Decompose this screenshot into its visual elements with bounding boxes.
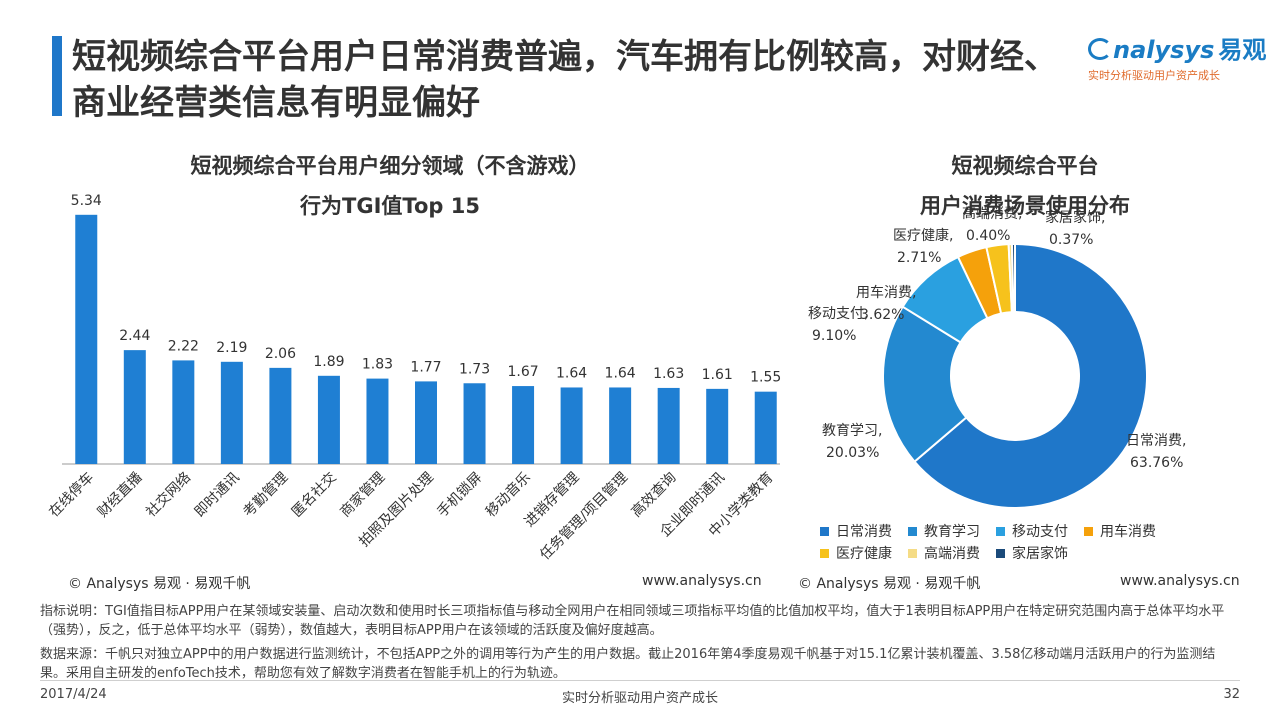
- bar-value-label: 1.64: [556, 365, 587, 381]
- donut-slice-name: 日常消费,: [1126, 433, 1186, 449]
- donut-slice-2: [882, 305, 968, 464]
- legend-item: 日常消费: [820, 520, 892, 542]
- logo-slogan: 实时分析驱动用户资产成长: [1088, 69, 1220, 82]
- legend-item: 教育学习: [908, 520, 980, 542]
- donut-slice-value: 63.76%: [1130, 455, 1183, 471]
- indicator-note: 指标说明：TGI值指目标APP用户在某领域安装量、启动次数和使用时长三项指标值与…: [40, 604, 1225, 638]
- bar-value-label: 2.19: [216, 340, 247, 356]
- donut-slice-name: 高端消费,: [962, 205, 1022, 222]
- legend-item: 家居家饰: [996, 542, 1068, 564]
- bar-value-label: 2.22: [168, 338, 199, 354]
- legend-label: 家居家饰: [1012, 546, 1068, 562]
- legend-label: 移动支付: [1012, 524, 1068, 540]
- donut-slice-value: 0.40%: [966, 228, 1010, 244]
- bar-value-label: 1.73: [459, 361, 490, 377]
- left-url: www.analysys.cn: [642, 573, 762, 589]
- legend-swatch: [1084, 526, 1093, 536]
- bar-chart-title-line2: 行为TGI值Top 15: [300, 194, 480, 218]
- logo-swoosh-icon: [1088, 38, 1112, 60]
- bar-value-label: 1.83: [362, 357, 393, 373]
- logo-cn: 易观: [1218, 36, 1267, 64]
- legend-swatch: [996, 548, 1005, 558]
- legend-item: 用车消费: [1084, 520, 1156, 542]
- donut-slice-value: 3.62%: [860, 307, 904, 323]
- footer-divider: [40, 680, 1240, 681]
- bar-value-label: 1.63: [653, 366, 684, 382]
- title-accent-bar: [52, 36, 62, 116]
- data-source-note: 数据来源：千帆只对独立APP中的用户数据进行监测统计，不包括APP之外的调用等行…: [40, 647, 1216, 681]
- legend-label: 教育学习: [924, 524, 980, 540]
- bar-value-label: 1.61: [702, 367, 733, 383]
- bar-1: [75, 214, 98, 464]
- bar-value-label: 2.44: [119, 328, 150, 344]
- legend-swatch: [996, 526, 1005, 536]
- bar-5: [269, 367, 292, 464]
- footer-date: 2017/4/24: [40, 687, 107, 702]
- bar-chart-title-line1: 短视频综合平台用户细分领域（不含游戏）: [190, 154, 590, 178]
- legend-item: 高端消费: [908, 542, 980, 564]
- donut-slice-name: 家居家饰,: [1045, 209, 1105, 226]
- donut-slice-1: [913, 242, 1148, 509]
- bar-value-label: 1.77: [410, 359, 441, 375]
- donut-chart-title-line2: 用户消费场景使用分布: [920, 194, 1130, 218]
- legend-item: 医疗健康: [820, 542, 892, 564]
- donut-slice-name: 用车消费,: [856, 284, 916, 301]
- bar-value-label: 2.06: [265, 346, 296, 362]
- bar-value-label: 5.34: [71, 193, 102, 209]
- donut-slice-7: [1010, 242, 1016, 314]
- donut-chart-title-line1: 短视频综合平台: [951, 154, 1099, 178]
- donut-legend: 日常消费 教育学习 移动支付 用车消费医疗健康 高端消费 家居家饰: [820, 520, 1260, 564]
- bar-value-label: 1.55: [750, 370, 781, 386]
- donut-slice-value: 2.71%: [897, 250, 941, 266]
- donut-slice-value: 9.10%: [812, 328, 856, 344]
- bar-value-label: 1.67: [507, 364, 538, 380]
- right-url: www.analysys.cn: [1120, 573, 1240, 589]
- donut-slice-name: 移动支付,: [808, 306, 868, 322]
- logo-text: nalysys: [1113, 36, 1215, 64]
- legend-swatch: [820, 526, 829, 536]
- logo-main: nalysys 易观: [1088, 30, 1266, 65]
- bar-12: [609, 387, 632, 464]
- donut-slice-name: 教育学习,: [822, 423, 882, 439]
- legend-swatch: [908, 548, 917, 558]
- legend-label: 日常消费: [836, 524, 892, 540]
- bar-chart-title: 短视频综合平台用户细分领域（不含游戏） 行为TGI值Top 15: [110, 146, 670, 226]
- donut-chart-title: 短视频综合平台 用户消费场景使用分布: [860, 146, 1190, 226]
- page-title: 短视频综合平台用户日常消费普遍，汽车拥有比例较高，对财经、商业经营类信息有明显偏…: [72, 37, 1058, 123]
- bar-8: [415, 381, 437, 464]
- bar-6: [317, 375, 340, 464]
- bar-15: [754, 391, 777, 464]
- right-copyright: © Analysys 易观 · 易观千帆: [798, 576, 981, 592]
- bar-2: [123, 350, 146, 464]
- bar-3: [172, 360, 195, 464]
- donut-slice-name: 医疗健康,: [893, 227, 953, 244]
- bar-7: [366, 378, 389, 464]
- legend-item: 移动支付: [996, 520, 1068, 542]
- bar-9: [463, 383, 486, 464]
- left-copyright: © Analysys 易观 · 易观千帆: [68, 576, 251, 592]
- donut-slice-value: 20.03%: [826, 445, 879, 461]
- bar-10: [512, 386, 535, 464]
- bar-value-label: 1.64: [605, 365, 636, 381]
- analysys-logo: nalysys 易观 实时分析驱动用户资产成长: [1088, 30, 1266, 82]
- bar-value-label: 1.89: [313, 354, 344, 370]
- footer-slogan: 实时分析驱动用户资产成长: [561, 691, 718, 706]
- legend-swatch: [908, 526, 917, 536]
- bar-13: [657, 387, 680, 464]
- legend-label: 用车消费: [1100, 524, 1156, 540]
- legend-label: 高端消费: [924, 546, 980, 562]
- bar-11: [560, 387, 583, 464]
- bar-14: [706, 388, 729, 464]
- legend-swatch: [820, 548, 829, 558]
- bar-4: [220, 361, 243, 464]
- donut-slice-value: 0.37%: [1049, 232, 1093, 248]
- page-number: 32: [1223, 687, 1240, 702]
- legend-label: 医疗健康: [836, 546, 892, 562]
